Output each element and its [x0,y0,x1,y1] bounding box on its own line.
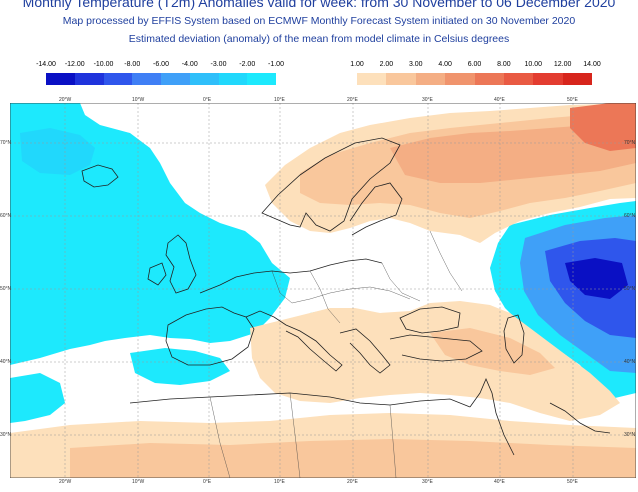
anomaly-cold-russia-deep [565,258,628,299]
lon-label-bottom: 0°E [203,479,212,485]
legend-swatch-pos-1 [386,73,416,85]
legend-label-neg-7: -2.00 [239,61,256,68]
lon-label-bottom: 40°E [494,479,505,485]
legend-label-neg-6: -3.00 [210,61,227,68]
lat-label-left: 70°N [0,140,12,146]
anomaly-warm-northeast-hot [570,103,636,151]
lon-label-top: 50°E [567,97,578,103]
lon-label-bottom: 50°E [567,479,578,485]
anomaly-cold-iceland-inner [20,128,95,175]
coast-north-africa [129,392,471,408]
anomaly-warm-africa-mid [70,439,636,478]
anomaly-cold-spain [130,348,230,385]
legend-swatch-neg-4 [161,73,190,85]
coast-western-europe [199,258,383,294]
coast-caspian [503,314,525,364]
lat-label-right: 50°N [624,286,636,292]
legend-label-neg-5: -4.00 [181,61,198,68]
legend-swatch-pos-5 [503,73,534,85]
coast-ireland [147,262,167,286]
legend-label-neg-4: -6.00 [153,61,169,68]
anomaly-cold-west-offshore [10,373,65,423]
legend-swatch-pos-2 [415,73,446,85]
lon-label-bottom: 10°E [274,479,285,485]
legend-label-pos-4: 6.00 [467,61,482,68]
lon-label-top: 10°W [132,97,145,103]
legend-swatch-neg-6 [218,73,248,85]
legend-label-pos-3: 4.00 [438,61,452,68]
legend-swatch-pos-6 [533,73,563,85]
coast-levant-redsea [469,377,515,456]
lon-label-top: 40°E [494,97,505,103]
lat-label-left: 60°N [0,213,12,219]
lat-label-left: 30°N [0,432,12,438]
coast-scandinavia [261,137,401,232]
lat-label-left: 50°N [0,286,12,292]
legend-label-neg-8: -1.00 [268,61,284,68]
lon-label-bottom: 10°W [132,479,145,485]
legend-label-pos-7: 12.00 [553,61,572,68]
legend-label-pos-8: 14.00 [583,61,601,68]
lon-label-top: 0°E [203,97,212,103]
lat-label-left: 40°N [0,359,12,365]
legend-swatch-neg-7 [247,73,276,85]
lon-label-top: 20°E [347,97,358,103]
lat-label-right: 40°N [624,359,636,365]
coast-balkans-greece [339,328,391,374]
coast-finland-baltic [349,182,403,236]
lon-label-top: 10°E [274,97,285,103]
borders [209,230,463,478]
coast-iberia [165,306,255,366]
coast-britain [165,234,197,294]
lat-label-right: 60°N [624,213,636,219]
legend-label-pos-0: 1.00 [350,61,364,68]
legend-swatch-neg-0 [46,73,75,85]
graticule [10,103,636,478]
legend-swatch-pos-7 [562,73,592,85]
map-subtitle: Map processed by EFFIS System based on E… [62,15,576,27]
legend-swatch-pos-3 [445,73,475,85]
legend-label-pos-6: 10.00 [524,61,543,68]
map-title: Monthly Temperature (T2m) Anomalies vali… [22,0,616,10]
anomaly-warm-north-strong [390,123,636,183]
legend-label-neg-3: -8.00 [124,61,141,68]
legend-swatch-pos-4 [474,73,504,85]
lat-label-right: 70°N [624,140,636,146]
coast-persian-gulf [549,402,611,434]
legend-label-pos-1: 2.00 [379,61,394,68]
legend-label-pos-2: 3.00 [408,61,423,68]
lon-label-bottom: 30°E [422,479,433,485]
lon-label-top: 30°E [422,97,433,103]
coast-black-sea [399,306,461,334]
lon-label-top: 20°W [59,97,72,103]
legend-swatch-neg-2 [103,73,133,85]
anomaly-warm-south [250,301,620,421]
legend-label-neg-1: -12.00 [64,61,85,68]
lon-label-bottom: 20°W [59,479,72,485]
coast-france-italy [245,310,343,372]
lon-label-bottom: 20°E [347,479,358,485]
legend-label-pos-5: 8.00 [497,61,511,68]
coastlines [81,137,611,456]
coast-iceland [81,164,119,188]
legend-swatch-neg-3 [132,73,161,85]
legend-label-neg-2: -10.00 [93,61,114,68]
legend-swatch-neg-1 [74,73,104,85]
legend-swatch-pos-0 [357,73,387,85]
lat-label-right: 30°N [624,432,636,438]
anomaly-map [10,103,636,478]
coast-turkey [389,334,483,362]
map-description: Estimated deviation (anomaly) of the mea… [128,33,510,45]
legend-swatch-neg-5 [189,73,219,85]
legend-label-neg-0: -14.00 [36,61,56,68]
